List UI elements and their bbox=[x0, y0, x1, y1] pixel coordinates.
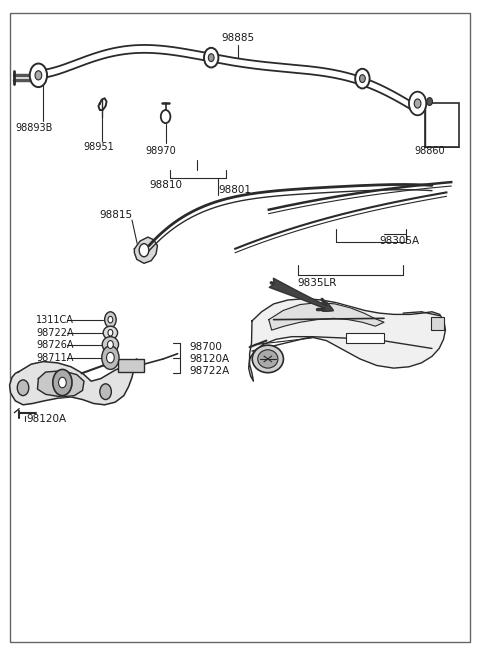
Text: 98120A: 98120A bbox=[190, 354, 230, 364]
Circle shape bbox=[409, 92, 426, 115]
Text: 98700: 98700 bbox=[190, 342, 222, 352]
Circle shape bbox=[108, 329, 113, 336]
Circle shape bbox=[161, 110, 170, 123]
Circle shape bbox=[427, 98, 432, 105]
Circle shape bbox=[17, 380, 29, 396]
Polygon shape bbox=[269, 303, 384, 330]
Ellipse shape bbox=[102, 337, 119, 352]
Circle shape bbox=[108, 341, 113, 348]
Text: 98305A: 98305A bbox=[379, 236, 420, 246]
Text: 9835LR: 9835LR bbox=[297, 278, 336, 288]
Ellipse shape bbox=[103, 326, 118, 339]
Polygon shape bbox=[10, 359, 137, 405]
Circle shape bbox=[139, 244, 149, 257]
Circle shape bbox=[102, 346, 119, 369]
Text: 98951: 98951 bbox=[83, 142, 114, 153]
Text: 98810: 98810 bbox=[149, 179, 182, 190]
Circle shape bbox=[35, 71, 42, 80]
Bar bbox=[118, 359, 144, 372]
Bar bbox=[346, 333, 384, 343]
Text: 98726A: 98726A bbox=[36, 339, 73, 350]
Circle shape bbox=[53, 369, 72, 396]
Text: 98722A: 98722A bbox=[36, 328, 73, 338]
Bar bbox=[425, 103, 459, 147]
Text: 98893B: 98893B bbox=[15, 122, 52, 133]
Text: 98860: 98860 bbox=[414, 145, 445, 156]
Text: 98722A: 98722A bbox=[190, 365, 230, 376]
Circle shape bbox=[414, 99, 421, 108]
Text: 98885: 98885 bbox=[221, 33, 254, 43]
Circle shape bbox=[204, 48, 218, 67]
Text: 98815: 98815 bbox=[99, 210, 132, 220]
Circle shape bbox=[355, 69, 370, 88]
Circle shape bbox=[360, 75, 365, 83]
Text: 98120A: 98120A bbox=[26, 414, 67, 424]
Bar bbox=[431, 317, 444, 330]
Circle shape bbox=[107, 352, 114, 363]
Circle shape bbox=[59, 377, 66, 388]
Circle shape bbox=[108, 316, 113, 323]
Ellipse shape bbox=[252, 345, 284, 373]
Text: 98801: 98801 bbox=[218, 185, 252, 195]
Text: 1311CA: 1311CA bbox=[36, 314, 74, 325]
Polygon shape bbox=[134, 237, 157, 263]
Circle shape bbox=[30, 64, 47, 87]
Text: 98711A: 98711A bbox=[36, 352, 73, 363]
Ellipse shape bbox=[258, 350, 278, 368]
Circle shape bbox=[100, 384, 111, 400]
Circle shape bbox=[208, 54, 214, 62]
Polygon shape bbox=[249, 299, 445, 381]
Circle shape bbox=[105, 312, 116, 328]
Text: 98970: 98970 bbox=[145, 145, 176, 156]
Polygon shape bbox=[37, 371, 84, 397]
